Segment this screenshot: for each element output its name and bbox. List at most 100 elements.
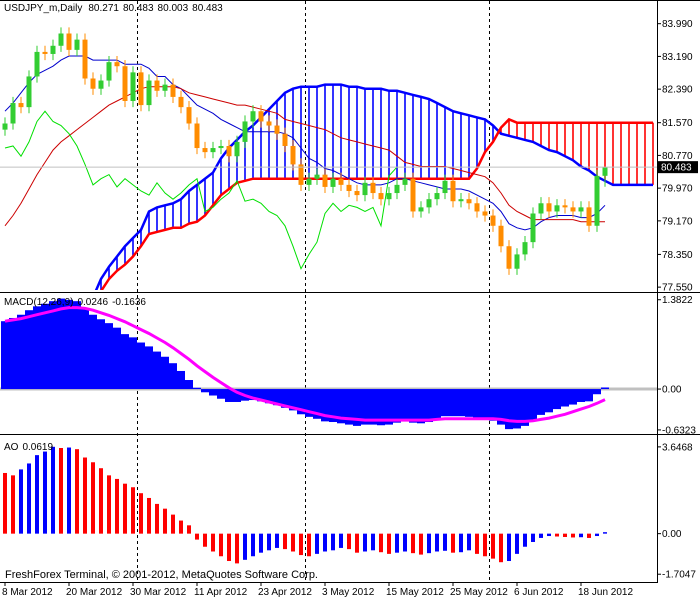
macd-bar — [569, 389, 577, 405]
macd-bar — [449, 389, 457, 417]
y-tick-label: -1.7047 — [662, 570, 696, 581]
ao-bar — [243, 533, 247, 560]
ao-bar — [595, 533, 599, 537]
y-tick-label: 77.550 — [662, 283, 693, 294]
ao-bar — [299, 533, 303, 556]
macd-bar — [473, 389, 481, 419]
candle-body — [266, 121, 272, 126]
y-tick-label: 0.00 — [662, 385, 682, 396]
macd-bar — [601, 387, 609, 390]
macd-bar — [313, 389, 321, 419]
y-tick-label: 80.770 — [662, 151, 693, 162]
ao-bar — [147, 497, 151, 534]
candle-body — [458, 199, 464, 202]
candle-body — [50, 45, 56, 54]
ao-bar — [59, 447, 63, 534]
macd-bar — [209, 389, 217, 396]
macd-value: 0.0246 — [77, 297, 108, 308]
macd-bar — [81, 308, 89, 390]
period-separators — [137, 1, 490, 582]
candle-body — [394, 184, 400, 194]
ao-bar — [347, 533, 351, 550]
x-tick-label: 15 May 2012 — [386, 587, 444, 598]
ao-bar — [203, 533, 207, 547]
ao-bar — [371, 533, 375, 551]
candle-body — [474, 203, 480, 212]
ao-bar — [515, 533, 519, 554]
ao-bar — [531, 533, 535, 542]
candle-body — [426, 199, 432, 208]
candle-body — [122, 66, 128, 101]
macd-bar — [273, 389, 281, 406]
ao-bar — [163, 508, 167, 534]
ao-bar — [467, 533, 471, 551]
close-value: 80.483 — [192, 3, 223, 14]
ao-title: AO — [4, 442, 19, 453]
x-tick-label: 6 Jun 2012 — [514, 587, 564, 598]
macd-bar — [401, 389, 409, 421]
candle-body — [514, 254, 520, 269]
ao-bar — [283, 533, 287, 550]
ao-bar — [155, 503, 159, 534]
macd-bar — [553, 389, 561, 410]
macd-bar — [73, 301, 81, 390]
ao-bar — [27, 463, 31, 534]
ao-bar — [35, 455, 39, 534]
ao-bar — [3, 472, 7, 534]
macd-bar — [41, 303, 49, 390]
chikou-span — [4, 110, 398, 270]
ao-bar — [235, 533, 239, 564]
ao-bar — [387, 533, 391, 554]
ao-bar — [19, 469, 23, 534]
macd-bar — [113, 327, 121, 390]
x-tick-label: 25 May 2012 — [450, 587, 508, 598]
signal-value: -0.1636 — [112, 297, 146, 308]
ao-bar — [91, 462, 95, 534]
candle-body — [354, 191, 360, 196]
indicator-line — [4, 86, 605, 227]
macd-bar — [457, 389, 465, 417]
macd-header: MACD(12,26,9) 0.0246 -0.1636 — [4, 297, 146, 308]
candle-body — [274, 125, 280, 134]
candle-body — [330, 178, 336, 187]
macd-bar — [505, 389, 513, 430]
ao-bar — [83, 457, 87, 534]
macd-bar — [545, 389, 553, 413]
y-tick-label: 81.570 — [662, 118, 693, 129]
macd-bar — [185, 380, 193, 390]
ao-bar — [227, 533, 231, 562]
candle-body — [522, 242, 528, 255]
candle-body — [498, 225, 504, 247]
candle-body — [410, 178, 416, 212]
candle-body — [490, 215, 496, 226]
macd-bar — [297, 389, 305, 415]
candle-body — [290, 146, 296, 165]
ao-bar — [443, 533, 447, 551]
x-tick-label: 18 Jun 2012 — [578, 587, 633, 598]
ao-bar — [579, 533, 583, 538]
macd-bar — [257, 389, 265, 402]
macd-bar — [329, 389, 337, 423]
candle-body — [90, 78, 96, 89]
ao-bar — [219, 533, 223, 557]
y-tick-label: -0.6323 — [662, 425, 696, 436]
candle-body — [74, 39, 80, 50]
candle-body — [570, 207, 576, 212]
y-tick-label: 83.990 — [662, 19, 693, 30]
low-value: 80.003 — [158, 3, 189, 14]
candle-body — [586, 207, 592, 226]
macd-bar — [497, 389, 505, 425]
y-tick-label: 82.390 — [662, 85, 693, 96]
macd-bar — [417, 389, 425, 424]
candle-body — [338, 178, 344, 185]
ao-bar — [395, 533, 399, 553]
open-value: 80.271 — [88, 3, 119, 14]
ao-bar — [523, 533, 527, 547]
candle-body — [546, 203, 552, 212]
candle-body — [226, 146, 232, 157]
macd-bar — [409, 389, 417, 423]
ao-bar — [139, 493, 143, 534]
candle-body — [578, 207, 584, 212]
ao-bar — [107, 475, 111, 534]
